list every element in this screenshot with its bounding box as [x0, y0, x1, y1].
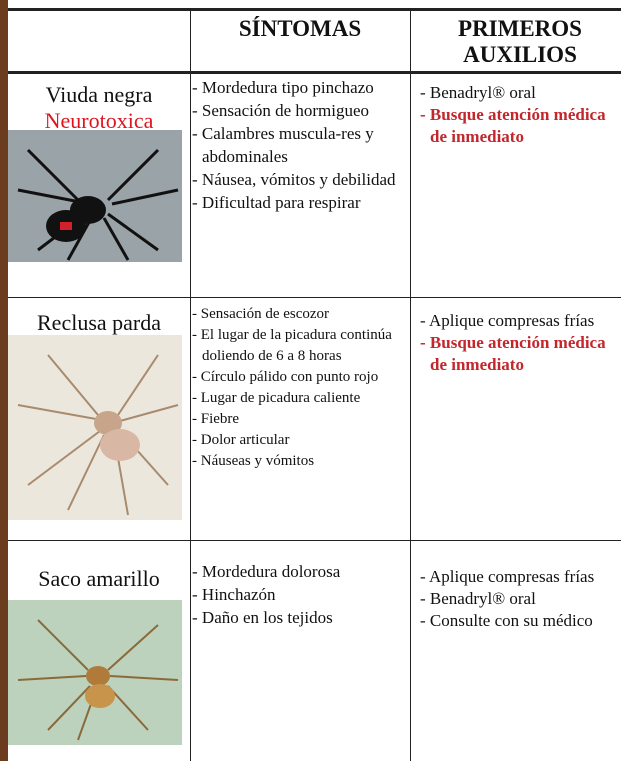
spider-photo	[8, 335, 182, 520]
top-rule	[8, 8, 621, 11]
side-stripe	[0, 0, 8, 761]
column-rule	[410, 10, 411, 761]
symptom: - Sensación de hormigueo	[192, 101, 370, 120]
symptom: - El lugar de la picadura continúa dolie…	[192, 327, 392, 364]
symptom: - Dolor articular	[192, 432, 290, 448]
first-aid-list: - Aplique compresas frías - Benadryl® ora…	[420, 566, 620, 632]
first-aid-list: - Aplique compresas frías - Busque atenci…	[420, 310, 620, 376]
symptom: - Náusea, vómitos y debilidad	[192, 170, 396, 189]
first-aid-item: - Aplique compresas frías	[420, 567, 595, 586]
symptom-list: - Mordedura dolorosa - Hinchazón - Daño en…	[192, 560, 408, 629]
symptom: - Mordedura dolorosa	[192, 562, 341, 581]
symptom: - Dificultad para respirar	[192, 193, 361, 212]
spider-type: Neurotoxica	[44, 108, 154, 133]
symptom: - Calambres muscula-res y abdominales	[192, 124, 374, 166]
symptom-list: - Sensación de escozor - El lugar de la p…	[192, 304, 408, 472]
row-rule	[8, 540, 621, 541]
first-aid-item: - Aplique compresas frías	[420, 311, 595, 330]
symptom-list: - Mordedura tipo pinchazo - Sensación de …	[192, 76, 408, 214]
spider-name: Viuda negra	[45, 82, 153, 107]
first-aid-item: - Benadryl® oral	[420, 83, 536, 102]
first-aid-item: - Consulte con su médico	[420, 611, 593, 630]
spider-photo	[8, 130, 182, 262]
first-aid-list: - Benadryl® oral - Busque atención médica…	[420, 82, 620, 148]
symptom: - Sensación de escozor	[192, 306, 330, 322]
symptom: - Daño en los tejidos	[192, 608, 333, 627]
symptom: - Mordedura tipo pinchazo	[192, 78, 374, 97]
row-rule	[8, 297, 621, 298]
column-rule	[190, 10, 191, 761]
spider-photo	[8, 600, 182, 745]
header-rule	[8, 71, 621, 74]
spider-name: Reclusa parda	[37, 310, 161, 335]
first-aid-item: - Benadryl® oral	[420, 589, 536, 608]
symptom: - Hinchazón	[192, 585, 276, 604]
symptom: - Círculo pálido con punto rojo	[192, 369, 379, 385]
symptom: - Lugar de picadura caliente	[192, 390, 361, 406]
symptom: - Fiebre	[192, 411, 240, 427]
header-cell: SÍNTOMAS	[238, 16, 362, 41]
header-cell: PRIMEROS AUXILIOS	[458, 16, 582, 67]
first-aid-item: - Busque atención médica de inmediato	[420, 105, 606, 146]
first-aid-item: - Busque atención médica de inmediato	[420, 333, 606, 374]
symptom: - Náuseas y vómitos	[192, 453, 315, 469]
spider-name: Saco amarillo	[38, 566, 160, 591]
